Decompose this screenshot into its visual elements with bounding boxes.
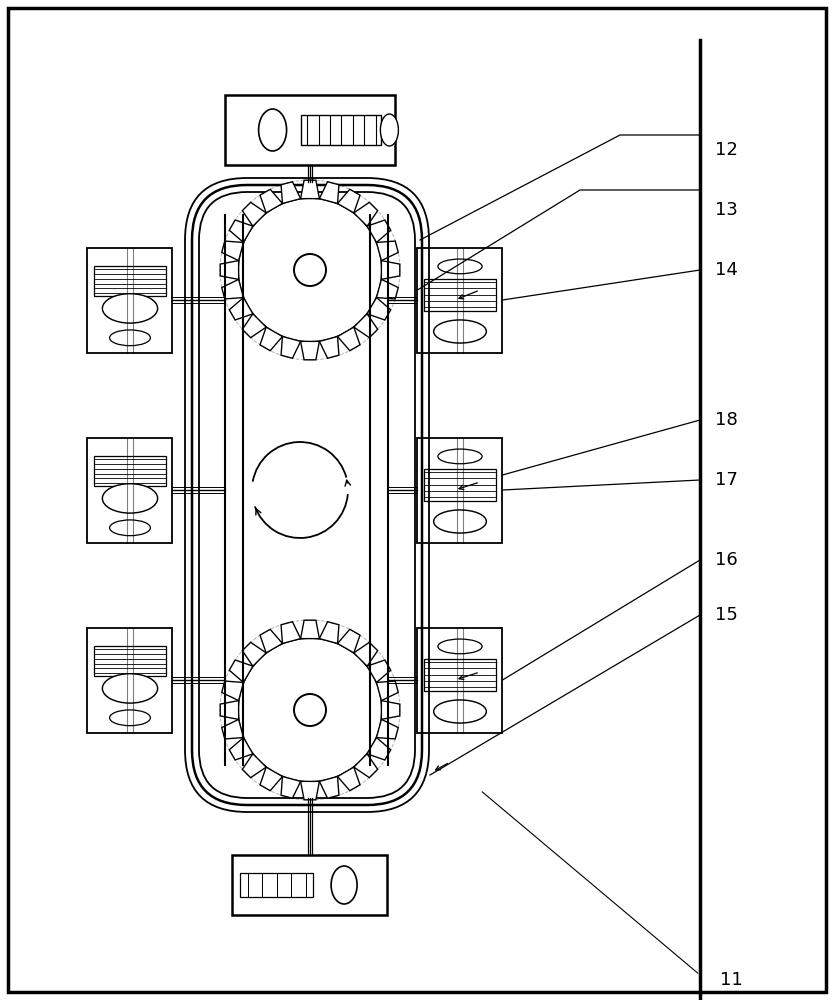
Bar [94, 646, 166, 676]
Polygon shape [319, 182, 339, 203]
Polygon shape [229, 220, 253, 242]
Text: 11: 11 [720, 971, 743, 989]
Bar [425, 659, 495, 690]
Ellipse shape [109, 710, 150, 726]
Polygon shape [229, 738, 253, 760]
Polygon shape [243, 642, 266, 666]
Bar [418, 438, 503, 542]
Text: 18: 18 [715, 411, 738, 429]
Ellipse shape [109, 330, 150, 346]
Ellipse shape [438, 639, 482, 654]
Polygon shape [281, 622, 300, 643]
Circle shape [238, 198, 382, 342]
Ellipse shape [259, 109, 287, 151]
Text: 16: 16 [715, 551, 738, 569]
Polygon shape [260, 767, 283, 791]
Ellipse shape [438, 449, 482, 464]
Ellipse shape [380, 114, 399, 146]
Ellipse shape [103, 294, 158, 323]
Polygon shape [222, 719, 244, 739]
Bar [88, 628, 173, 732]
Polygon shape [229, 298, 253, 320]
Polygon shape [381, 701, 399, 719]
Polygon shape [260, 629, 283, 653]
Polygon shape [367, 220, 390, 242]
Polygon shape [381, 261, 399, 279]
Polygon shape [220, 261, 239, 279]
Ellipse shape [103, 484, 158, 513]
Text: 17: 17 [715, 471, 738, 489]
Polygon shape [376, 719, 399, 739]
Ellipse shape [109, 520, 150, 536]
Polygon shape [338, 767, 360, 791]
Polygon shape [376, 681, 399, 701]
Text: 12: 12 [715, 141, 738, 159]
Bar [225, 95, 395, 165]
Ellipse shape [434, 510, 486, 533]
Polygon shape [300, 781, 319, 800]
Polygon shape [338, 327, 360, 351]
Bar [94, 456, 166, 486]
Polygon shape [222, 279, 244, 299]
Text: 15: 15 [715, 606, 738, 624]
Polygon shape [300, 620, 319, 639]
Bar [94, 266, 166, 296]
Ellipse shape [434, 320, 486, 343]
Bar [425, 469, 495, 500]
Polygon shape [260, 327, 283, 351]
Text: 13: 13 [715, 201, 738, 219]
Bar [418, 628, 503, 732]
Polygon shape [367, 738, 390, 760]
Polygon shape [376, 279, 399, 299]
Polygon shape [220, 701, 239, 719]
Polygon shape [376, 241, 399, 261]
Polygon shape [354, 314, 378, 338]
Polygon shape [281, 777, 300, 798]
Polygon shape [354, 642, 378, 666]
Bar [425, 279, 495, 310]
Polygon shape [367, 660, 390, 682]
Bar [418, 247, 503, 353]
Polygon shape [260, 189, 283, 213]
Ellipse shape [103, 674, 158, 703]
Polygon shape [319, 337, 339, 358]
Bar [302, 115, 381, 145]
Polygon shape [229, 660, 253, 682]
Polygon shape [281, 337, 300, 358]
Polygon shape [300, 341, 319, 360]
Text: 14: 14 [715, 261, 738, 279]
Polygon shape [222, 241, 244, 261]
Circle shape [238, 638, 382, 782]
Polygon shape [243, 202, 266, 226]
Bar [240, 873, 313, 897]
Polygon shape [338, 189, 360, 213]
Polygon shape [354, 202, 378, 226]
Polygon shape [300, 180, 319, 199]
Polygon shape [243, 754, 266, 778]
Bar [88, 438, 173, 542]
Polygon shape [354, 754, 378, 778]
Polygon shape [338, 629, 360, 653]
Bar [233, 855, 388, 915]
Polygon shape [281, 182, 300, 203]
Bar [88, 247, 173, 353]
Ellipse shape [434, 700, 486, 723]
Polygon shape [243, 314, 266, 338]
Polygon shape [319, 777, 339, 798]
Polygon shape [319, 622, 339, 643]
Polygon shape [367, 298, 390, 320]
Ellipse shape [331, 866, 357, 904]
Ellipse shape [438, 259, 482, 274]
Polygon shape [222, 681, 244, 701]
